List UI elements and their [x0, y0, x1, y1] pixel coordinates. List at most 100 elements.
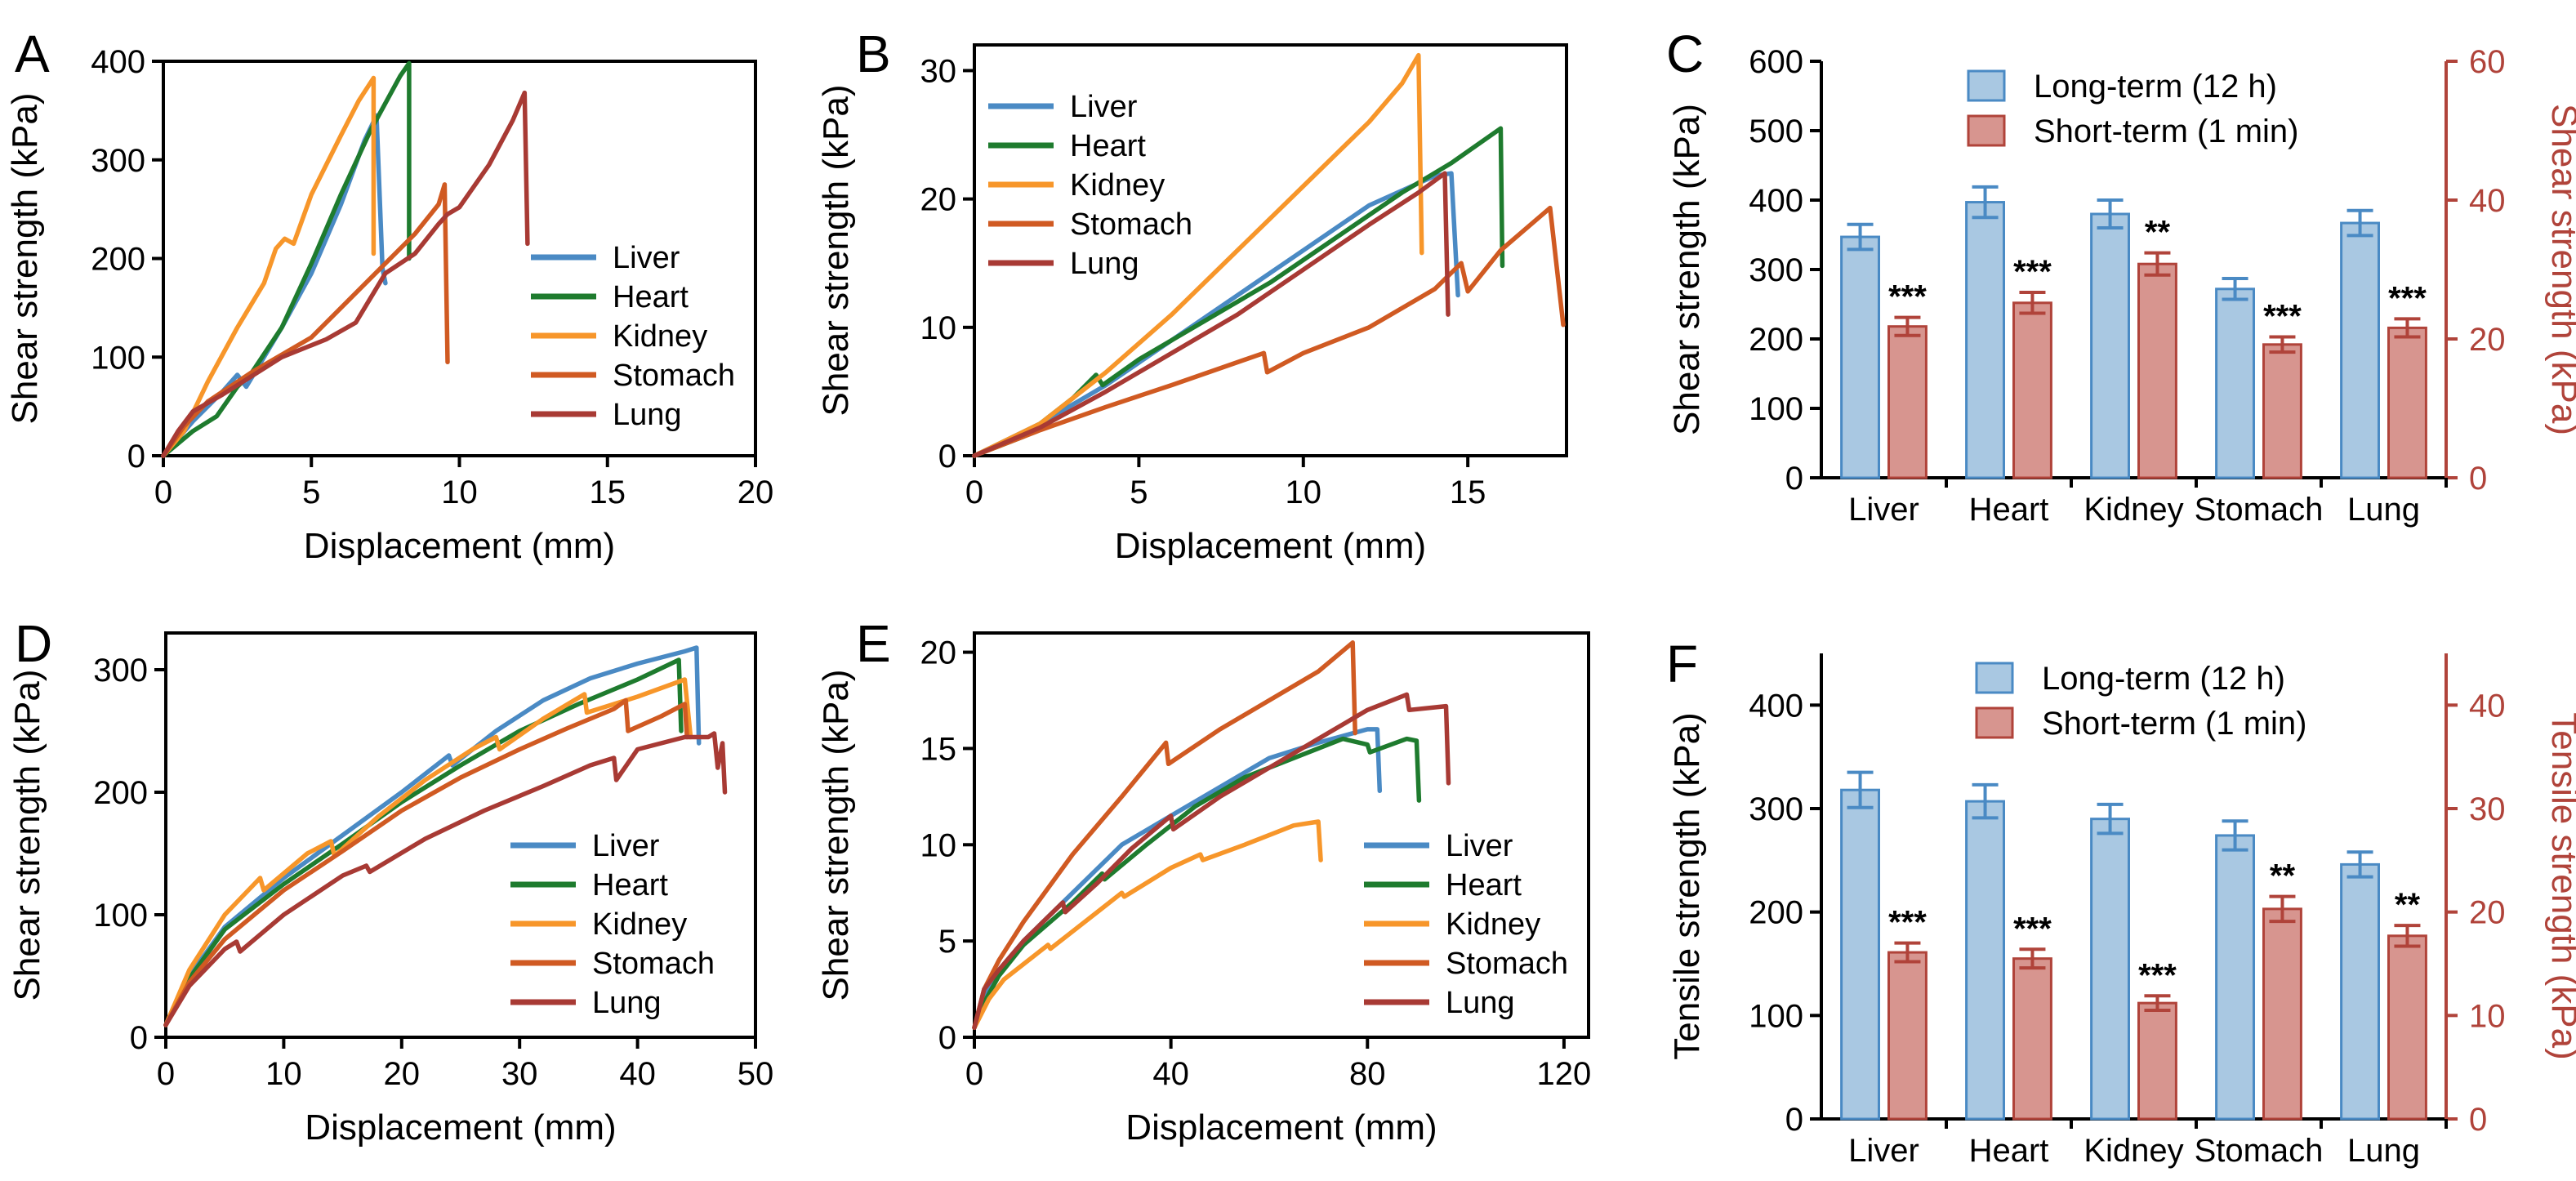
legend-label-heart: Heart — [592, 868, 668, 902]
y-tick-label: 5 — [938, 924, 956, 960]
legend-label-heart: Heart — [1446, 868, 1522, 902]
x-tick-label: 0 — [154, 475, 172, 510]
series-line-kidney — [161, 75, 377, 458]
bar-long-kidney — [2090, 818, 2131, 1121]
series-line-lung — [972, 171, 1451, 458]
errorbar-short-kidney — [2144, 251, 2171, 277]
y-tick-label: 300 — [1749, 252, 1803, 288]
series-line-stomach — [163, 697, 689, 1027]
panel-letter: B — [856, 25, 891, 83]
series-line-stomach — [161, 182, 450, 458]
x-tick-label: 20 — [738, 475, 774, 510]
y-tick-label: 300 — [91, 143, 145, 179]
y-tick-label: 0 — [938, 1020, 956, 1056]
y-tick-label: 200 — [91, 242, 145, 278]
legend-swatch-long-term — [1975, 662, 2014, 694]
series-line-kidney — [972, 52, 1424, 458]
bar-long-stomach — [2215, 834, 2256, 1121]
y-tick-label: 300 — [93, 653, 148, 689]
errorbar-long-kidney — [2097, 802, 2124, 836]
legend: Liver Heart Kidney Stomach Lung — [1364, 829, 1568, 1020]
y-tick-label: 0 — [1785, 1102, 1803, 1138]
legend-label-kidney: Kidney — [592, 907, 687, 942]
x-tick-label: 0 — [965, 475, 983, 510]
bar-short-stomach — [2262, 343, 2302, 479]
bar-short-liver — [1887, 951, 1928, 1121]
errorbar-long-lung — [2346, 208, 2373, 238]
y-axis-title: Shear strength (kPa) — [816, 670, 856, 1001]
legend-label-liver: Liver — [1446, 829, 1513, 863]
x-tick-label: Lung — [2347, 492, 2420, 528]
panel-e: 0 40 80 120 0 5 10 15 20 Displacement (mm) Shear s… — [816, 614, 1591, 1148]
y-tick-label: 400 — [1749, 688, 1803, 724]
legend: Liver Heart Kidney Stomach Lung — [988, 90, 1192, 281]
x-tick-label: 40 — [619, 1056, 656, 1092]
series-line-lung — [163, 731, 728, 1027]
plot-frame — [164, 631, 757, 1039]
x-tick-label: Stomach — [2195, 1133, 2324, 1169]
bar-short-lung — [2387, 326, 2427, 479]
legend-label-lung: Lung — [613, 398, 682, 432]
x-tick-label: 10 — [441, 475, 478, 510]
x-tick-label: Lung — [2347, 1133, 2420, 1169]
legend-label-lung: Lung — [1446, 986, 1515, 1020]
series-line-kidney — [972, 819, 1323, 1030]
y-tick-label: 0 — [127, 439, 145, 475]
bar-short-lung — [2387, 934, 2427, 1121]
significance-liver: *** — [1888, 905, 1927, 941]
y-tick-label: 0 — [1785, 461, 1803, 497]
errorbar-short-heart — [2019, 291, 2046, 315]
x-tick-label: Liver — [1848, 1133, 1919, 1169]
y-tick-label: 100 — [1749, 998, 1803, 1034]
legend-label-stomach: Stomach — [1070, 207, 1192, 242]
x-tick-label: Kidney — [2084, 492, 2183, 528]
x-tick-label: 40 — [1152, 1056, 1189, 1092]
legend-label-heart: Heart — [1070, 129, 1146, 163]
bar-long-lung — [2340, 862, 2381, 1121]
errorbar-long-liver — [1847, 222, 1874, 252]
y-right-tick-label: 10 — [2469, 998, 2506, 1034]
x-tick-label: 15 — [590, 475, 626, 510]
legend-label-long-term: Long-term (12 h) — [2042, 661, 2285, 697]
panel-letter: C — [1666, 25, 1704, 83]
legend-label-short-term: Short-term (1 min) — [2042, 706, 2307, 742]
y-right-axis-title: Shear strength (kPa) — [2544, 104, 2576, 435]
plot-frame — [973, 631, 1590, 1039]
x-tick-label: 120 — [1537, 1056, 1592, 1092]
series-line-heart — [161, 60, 412, 458]
panel-d: 0 10 20 30 40 50 0 100 200 300 Displacement (mm) Sh… — [7, 614, 773, 1148]
errorbar-short-lung — [2394, 317, 2421, 339]
y-axis-title: Tensile strength (kPa) — [1667, 712, 1707, 1060]
significance-stomach: *** — [2263, 298, 2302, 334]
significance-kidney: *** — [2138, 957, 2177, 993]
bar-long-heart — [1965, 201, 2006, 479]
bar-short-stomach — [2262, 907, 2302, 1121]
y-tick-label: 20 — [920, 635, 957, 671]
errorbar-long-liver — [1847, 770, 1874, 809]
x-tick-label: 10 — [1286, 475, 1322, 510]
legend-label-heart: Heart — [613, 280, 689, 314]
significance-heart: *** — [2013, 911, 2052, 947]
x-tick-label: 50 — [738, 1056, 774, 1092]
y-right-tick-label: 0 — [2469, 461, 2487, 497]
y-tick-label: 200 — [1749, 322, 1803, 358]
series-line-lung — [972, 692, 1451, 1030]
y-tick-label: 0 — [938, 439, 956, 475]
legend-label-stomach: Stomach — [613, 359, 735, 393]
x-tick-label: Heart — [1969, 492, 2049, 528]
legend-label-long-term: Long-term (12 h) — [2034, 69, 2277, 105]
y-axis-title: Shear strength (kPa) — [1667, 104, 1707, 435]
y-tick-label: 400 — [91, 44, 145, 80]
errorbar-short-liver — [1894, 315, 1921, 337]
legend-label-lung: Lung — [1070, 247, 1139, 281]
panel-c: 0 100 200 300 400 500 600 0 20 40 60 Shear strength… — [1666, 25, 2576, 528]
legend: Liver Heart Kidney Stomach Lung — [531, 241, 735, 432]
bar-long-kidney — [2090, 212, 2131, 479]
y-tick-label: 500 — [1749, 114, 1803, 149]
x-tick-label: 5 — [1130, 475, 1148, 510]
y-right-axis-title: Tensile strength (kPa) — [2544, 712, 2576, 1060]
series-line-liver — [163, 645, 702, 1027]
errorbar-long-stomach — [2222, 819, 2248, 852]
y-right-tick-label: 0 — [2469, 1102, 2487, 1138]
